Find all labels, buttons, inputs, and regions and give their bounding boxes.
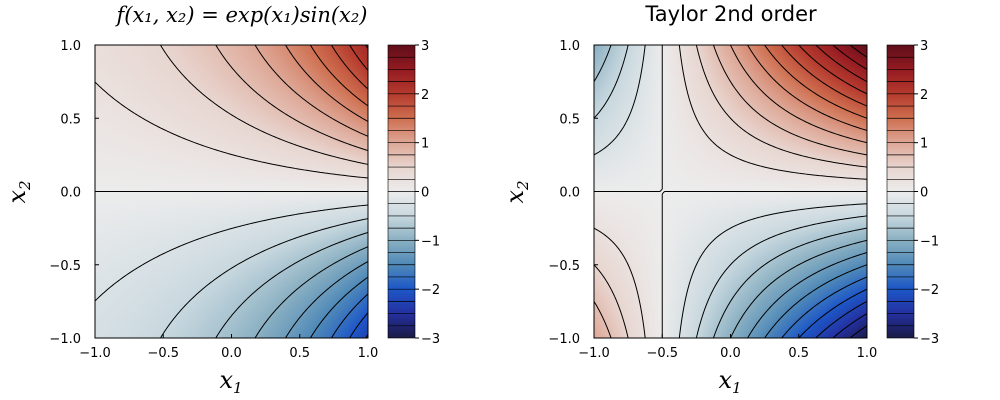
contour-line [730,239,868,339]
contour-line [94,81,369,179]
contour-line [309,276,369,339]
y-tick-label: 1.0 [559,39,580,54]
contour-line [254,246,369,339]
y-tick-label: 1.0 [60,39,81,54]
contour-line [781,44,868,107]
right-ylabel: x2 [501,180,532,203]
contour-line [815,300,868,339]
y-tick-label: 0.5 [559,112,580,127]
colorbar-tick-label: 1 [421,137,429,152]
x-tick-label: −1.0 [578,346,610,361]
left-x-ticks: −1.0 −0.5 0.0 0.5 1.0 [79,334,378,361]
contour-line [832,313,868,339]
y-tick-label: −1.0 [49,332,81,347]
right-colorbar-ticks: −3 −2 −1 0 1 2 3 [887,39,939,347]
contour-line [215,44,369,152]
contour-line [730,44,868,144]
colorbar-tick-label: 3 [421,39,429,54]
x-tick-label: 0.0 [221,346,242,361]
x-tick-label: −0.5 [646,346,678,361]
contour-line [593,44,868,339]
y-tick-label: 0.0 [559,186,580,201]
contour-line [160,44,369,165]
x-tick-label: 0.5 [289,346,310,361]
right-colorbar: −3 −2 −1 0 1 2 3 [886,39,939,347]
colorbar-tick-label: 3 [920,39,928,54]
contour-line [593,44,868,339]
colorbar-tick-label: 0 [920,186,928,201]
colorbar-tick-label: −3 [920,332,939,347]
contour-line [593,44,868,339]
x-tick-label: 0.5 [788,346,809,361]
x-tick-label: 1.0 [358,346,379,361]
x-tick-label: −1.0 [79,346,111,361]
contour-line [94,204,369,302]
y-tick-label: −0.5 [548,259,580,274]
colorbar-tick-label: −1 [920,234,939,249]
colorbar-tick-label: 0 [421,186,429,201]
colorbar-tick-label: 1 [920,137,928,152]
colorbar-tick-label: −2 [421,283,440,298]
contour-line [798,288,868,339]
left-colorbar-ticks: −3 −2 −1 0 1 2 3 [388,39,440,347]
y-tick-label: 0.0 [60,186,81,201]
left-y-ticks: −1.0 −0.5 0.0 0.5 1.0 [49,39,99,347]
right-x-ticks: −1.0 −0.5 0.0 0.5 1.0 [578,334,877,361]
contour-line [764,264,868,339]
left-title: f(x₁, x₂) = exp(x₁)sin(x₂) [114,3,367,27]
contour-line [215,231,369,339]
left-title-text: f(x₁, x₂) = exp(x₁)sin(x₂) [114,3,367,27]
colorbar-tick-label: −1 [421,234,440,249]
contour-line [593,44,868,339]
y-tick-label: −0.5 [49,259,81,274]
right-y-ticks: −1.0 −0.5 0.0 0.5 1.0 [548,39,598,347]
contour-line [593,44,868,339]
colorbar-tick-label: −2 [920,283,939,298]
contour-line [747,252,868,339]
left-ylabel: x2 [3,180,34,203]
right-panel: Taylor 2nd order −1.0 −0.5 0.0 0.5 1.0 −1.0−… [501,2,939,397]
x-tick-label: 0.0 [720,346,741,361]
left-colorbar: −3 −2 −1 0 1 2 3 [387,39,440,347]
colorbar-tick-label: 2 [421,88,429,103]
right-title: Taylor 2nd order [644,2,817,26]
y-tick-label: 0.5 [60,112,81,127]
contour-line [593,44,868,339]
left-panel: f(x₁, x₂) = exp(x₁)sin(x₂) −1.0 −0.5 0.0 0.… [3,3,440,397]
x-tick-label: −0.5 [147,346,179,361]
colorbar-tick-label: 2 [920,88,928,103]
x-tick-label: 1.0 [857,346,878,361]
right-contours [593,44,868,339]
contour-line [781,276,868,339]
contour-line [309,44,369,107]
right-xlabel: x1 [718,366,741,397]
contour-line [254,44,369,137]
contour-line [285,44,369,122]
y-tick-label: −1.0 [548,332,580,347]
colorbar-tick-label: −3 [421,332,440,347]
left-xlabel: x1 [219,366,242,397]
left-contours [94,44,369,339]
